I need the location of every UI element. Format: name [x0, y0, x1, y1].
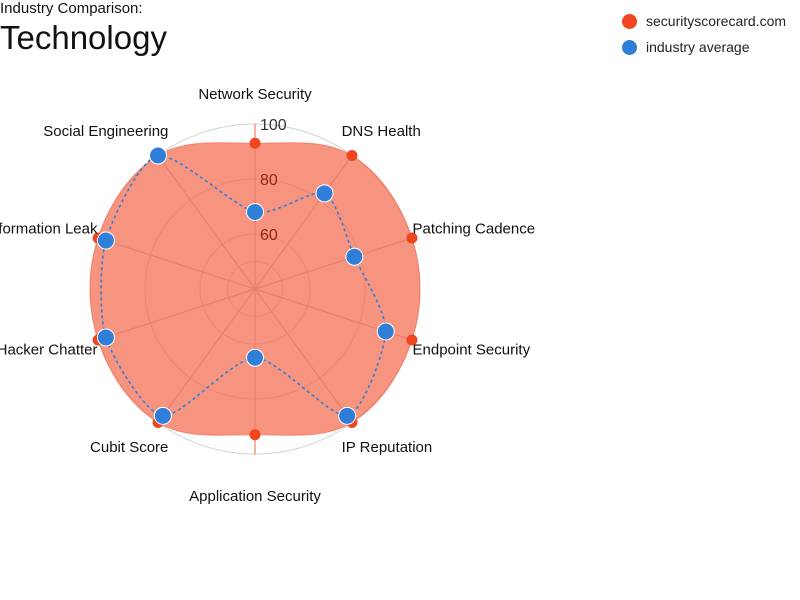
legend-marker-industry	[622, 39, 637, 55]
industry-points	[96, 146, 395, 425]
point-industry-dns-health	[315, 184, 334, 203]
point-company-application-security	[249, 429, 261, 441]
tick-label-100: 100	[260, 117, 287, 134]
point-company-patching-cadence	[406, 232, 418, 244]
tick-label-80: 80	[260, 172, 278, 189]
point-industry-social-engineering	[149, 146, 168, 165]
point-industry-network-security	[246, 203, 264, 221]
point-company-dns-health	[346, 150, 358, 162]
axis-label-hacker-chatter: Hacker Chatter	[0, 341, 98, 358]
legend-item-industry[interactable]: industry average	[622, 34, 786, 60]
legend-label-company: securityscorecard.com	[646, 13, 787, 29]
point-company-network-security	[249, 137, 261, 149]
spoke-dns-health	[254, 155, 353, 290]
spoke-social-engineering	[157, 155, 256, 290]
spoke-hacker-chatter	[97, 288, 256, 341]
legend-marker-company	[622, 13, 637, 29]
axis-label-social-engineering: Social Engineering	[43, 123, 168, 140]
axis-label-ip-reputation: IP Reputation	[342, 439, 433, 456]
legend-label-industry: industry average	[646, 39, 750, 55]
legend: securityscorecard.com industry average	[622, 8, 786, 60]
axis-label-cubit-score: Cubit Score	[90, 439, 168, 456]
axis-label-application-security: Application Security	[189, 488, 321, 505]
spoke-information-leak	[97, 237, 256, 290]
spoke-patching-cadence	[254, 237, 413, 290]
point-industry-hacker-chatter	[96, 328, 115, 347]
axis-label-network-security: Network Security	[198, 86, 312, 103]
spokes	[97, 124, 413, 454]
chart-title: Technology	[0, 19, 167, 56]
axis-label-information-leak: Information Leak	[0, 221, 98, 238]
point-industry-cubit-score	[153, 406, 172, 425]
point-industry-application-security	[246, 348, 264, 367]
point-industry-endpoint-security	[376, 322, 395, 341]
chart-subtitle: Industry Comparison:	[0, 0, 143, 17]
axis-label-endpoint-security: Endpoint Security	[413, 341, 531, 358]
legend-item-company[interactable]: securityscorecard.com	[622, 8, 786, 34]
axis-label-patching-cadence: Patching Cadence	[413, 221, 536, 238]
point-industry-ip-reputation	[338, 406, 357, 425]
point-company-endpoint-security	[406, 334, 418, 346]
point-industry-information-leak	[96, 231, 115, 250]
point-industry-patching-cadence	[345, 247, 364, 266]
spoke-cubit-score	[157, 288, 256, 423]
axis-label-dns-health: DNS Health	[342, 123, 421, 140]
radial-ticks: 60 80 100	[260, 117, 287, 244]
spoke-ip-reputation	[254, 288, 353, 423]
axis-labels: Network Security DNS Health Patching Caden…	[0, 86, 535, 505]
tick-label-60: 60	[260, 227, 278, 244]
